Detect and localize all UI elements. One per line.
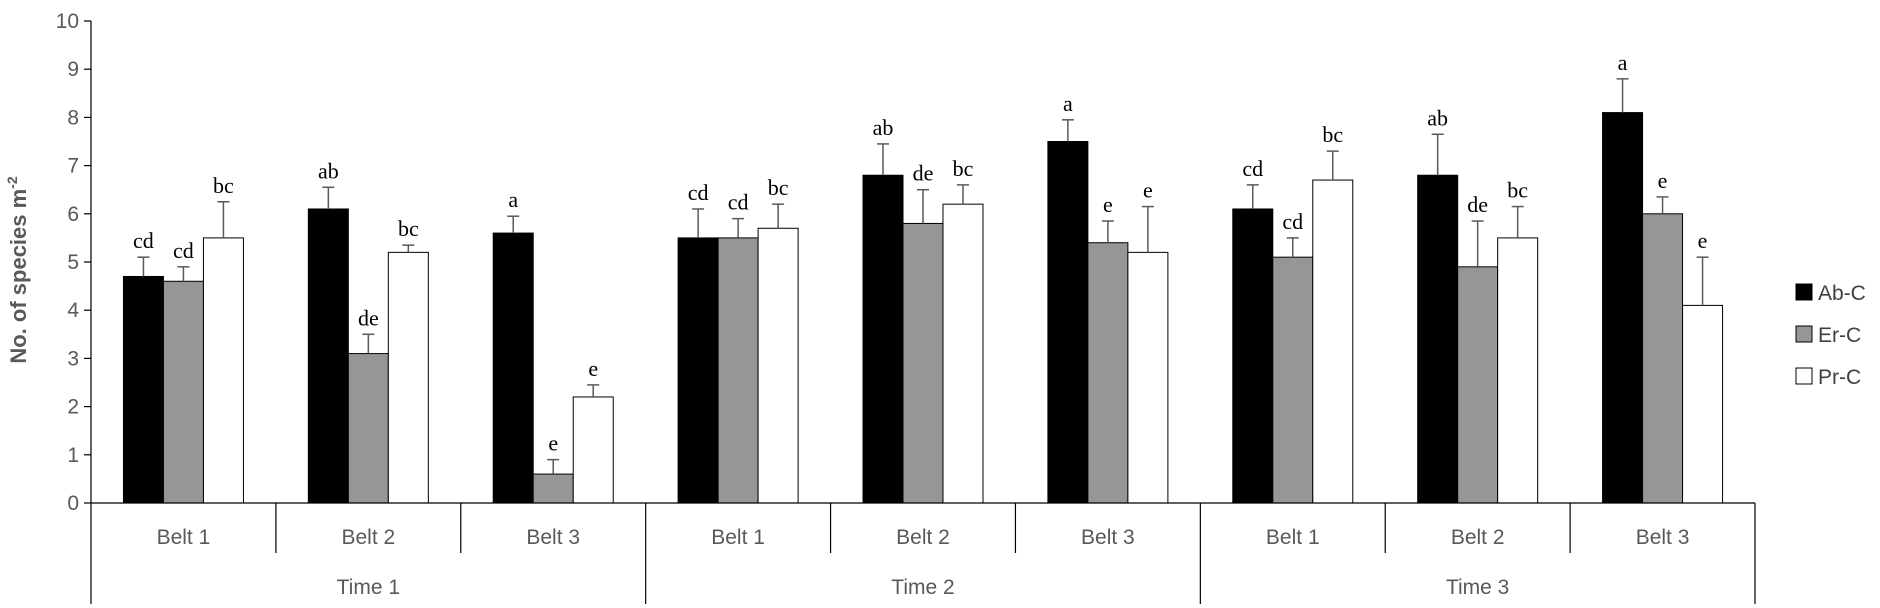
x-category-label: Belt 3 [526,526,580,549]
significance-letter: bc [1322,122,1343,147]
significance-letter: a [1618,50,1628,75]
x-category-label: Belt 3 [1081,526,1135,549]
x-category-label: Belt 3 [1636,526,1690,549]
y-tick-label: 9 [67,58,79,81]
y-axis: 0 1 2 3 4 5 6 7 8 9 10 [56,10,92,515]
x-group-label: Time 3 [1446,576,1509,599]
significance-letter: cd [1242,156,1263,181]
y-tick-label: 8 [67,106,79,129]
x-category-label: Belt 1 [1266,526,1320,549]
bar-er-c [347,353,389,504]
significance-letter: e [1658,168,1668,193]
significance-letter: e [548,431,558,456]
significance-letter: cd [133,228,154,253]
significance-letter: e [1698,228,1708,253]
legend-swatch-ab-c [1795,283,1813,301]
x-category-label: Belt 1 [157,526,211,549]
bar-pr-c [202,237,244,504]
bar-ab-c [1417,174,1459,504]
bar-pr-c [387,251,429,504]
significance-letter: bc [213,173,234,198]
bar-ab-c [1232,208,1274,504]
y-tick-label: 10 [56,10,79,33]
significance-letter: de [913,161,934,186]
y-tick-label: 2 [67,396,79,419]
bar-er-c [1457,266,1499,504]
y-tick-label: 3 [67,347,79,370]
bar-er-c [717,237,759,504]
y-tick-label: 4 [67,299,79,322]
x-category-label: Belt 2 [896,526,950,549]
significance-letter: e [588,356,598,381]
significance-letter: a [508,187,518,212]
significance-letter: cd [173,238,194,263]
significance-letter: ab [873,115,894,140]
bar-er-c [902,222,944,504]
significance-letter: bc [1507,178,1528,203]
bar-er-c [162,280,204,504]
bar-pr-c [1497,237,1539,504]
significance-letter: cd [728,190,749,215]
y-tick-label: 6 [67,203,79,226]
x-group-label: Time 2 [891,576,954,599]
y-axis-title-superscript: -2 [4,176,20,189]
significance-letter: de [1467,192,1488,217]
significance-letter: cd [688,180,709,205]
bar-ab-c [307,208,349,504]
bar-ab-c [492,232,534,504]
bar-pr-c [572,396,614,504]
significance-letter: ab [318,158,339,183]
bar-pr-c [1127,251,1169,504]
significance-letter: a [1063,91,1073,116]
bar-pr-c [1312,179,1354,504]
legend-swatch-er-c [1795,325,1813,343]
y-tick-label: 1 [67,444,79,467]
x-category-label: Belt 2 [1451,526,1505,549]
significance-letter: e [1143,178,1153,203]
y-axis-title-text: No. of species m [6,189,31,364]
y-tick-label: 0 [67,492,79,515]
bar-pr-c [1682,304,1724,504]
bar-ab-c [122,275,164,504]
y-tick-label: 7 [67,155,79,178]
bar-pr-c [942,203,984,504]
bar-ab-c [1047,141,1089,504]
bar-pr-c [757,227,799,504]
x-category-label: Belt 1 [711,526,765,549]
legend-label-pr-c: Pr-C [1818,366,1861,389]
significance-letter: bc [953,156,974,181]
bar-er-c [1272,256,1314,504]
legend: Ab-C Er-C Pr-C [1795,282,1866,389]
x-axis: Belt 1 Belt 2 Belt 3 Time 1 Belt 1 Belt 2 Belt… [90,502,1756,604]
bar-er-c [532,473,574,504]
legend-swatch-pr-c [1795,367,1813,385]
significance-letter: bc [398,216,419,241]
significance-letter: ab [1427,105,1448,130]
y-axis-title: No. of species m-2 [4,176,31,364]
x-group-label: Time 1 [337,576,400,599]
y-tick-label: 5 [67,251,79,274]
x-category-label: Belt 2 [341,526,395,549]
significance-letter: de [358,305,379,330]
bar-er-c [1087,242,1129,504]
bar-ab-c [677,237,719,504]
legend-label-ab-c: Ab-C [1818,282,1866,305]
bar-ab-c [862,174,904,504]
significance-letter: bc [768,175,789,200]
bar-er-c [1642,213,1684,504]
legend-label-er-c: Er-C [1818,324,1861,347]
significance-letter: cd [1282,209,1303,234]
bar-ab-c [1602,112,1644,504]
significance-letter: e [1103,192,1113,217]
